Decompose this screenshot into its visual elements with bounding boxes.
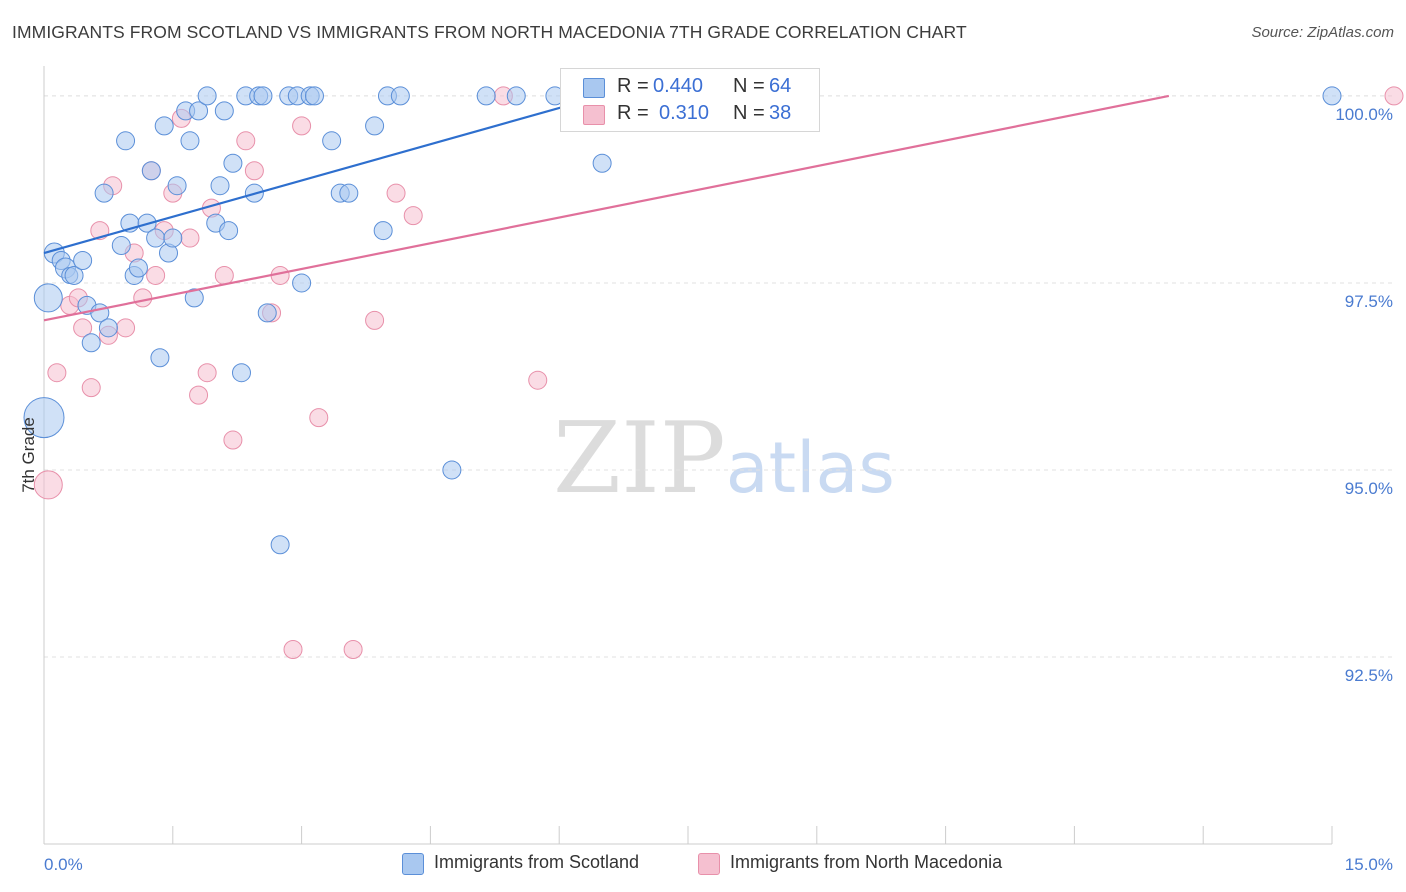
point-scotland xyxy=(189,101,209,121)
point-north-macedonia xyxy=(365,310,385,330)
legend-n-value-north-macedonia: 38 xyxy=(769,102,792,124)
point-scotland xyxy=(167,176,187,196)
point-north-macedonia xyxy=(81,378,101,398)
point-scotland xyxy=(180,131,200,151)
point-scotland xyxy=(219,221,239,241)
point-scotland xyxy=(94,183,114,203)
chart-title: IMMIGRANTS FROM SCOTLAND VS IMMIGRANTS F… xyxy=(12,22,967,42)
point-scotland xyxy=(197,86,217,106)
point-north-macedonia xyxy=(292,116,312,136)
point-scotland xyxy=(23,397,65,439)
point-scotland xyxy=(214,101,234,121)
point-scotland xyxy=(163,228,183,248)
point-scotland xyxy=(128,258,148,278)
point-north-macedonia xyxy=(197,363,217,383)
point-scotland xyxy=(476,86,496,106)
legend-r-value-scotland: 0.440 xyxy=(653,75,704,97)
point-north-macedonia xyxy=(403,206,423,226)
trend-lines xyxy=(43,94,1170,322)
point-scotland xyxy=(116,131,136,151)
point-scotland xyxy=(270,535,290,555)
point-north-macedonia xyxy=(236,131,256,151)
point-scotland xyxy=(210,176,230,196)
point-north-macedonia xyxy=(283,640,303,659)
point-scotland xyxy=(223,153,243,173)
watermark: ZIPatlas xyxy=(553,402,895,516)
point-scotland xyxy=(1322,86,1342,106)
point-scotland xyxy=(64,265,84,285)
point-north-macedonia xyxy=(343,640,363,659)
point-scotland xyxy=(592,153,612,173)
legend-n-label: N = xyxy=(733,102,765,124)
point-scotland xyxy=(98,318,118,338)
point-north-macedonia xyxy=(73,318,93,338)
point-north-macedonia xyxy=(133,288,153,308)
point-north-macedonia xyxy=(528,370,548,390)
point-scotland xyxy=(442,460,462,480)
y-tick-label: 100.0% xyxy=(1335,105,1393,124)
watermark-atlas: atlas xyxy=(725,427,895,509)
axes xyxy=(43,66,1333,845)
trend-line-scotland xyxy=(43,94,603,255)
point-north-macedonia xyxy=(146,265,166,285)
legend-r-label: R = xyxy=(617,75,649,97)
bottom-legend-label-scotland: Immigrants from Scotland xyxy=(434,852,640,872)
point-scotland xyxy=(73,251,93,270)
y-tick-label: 97.5% xyxy=(1345,292,1393,311)
legend-swatch-north-macedonia xyxy=(583,105,605,125)
point-north-macedonia xyxy=(189,385,209,405)
point-north-macedonia xyxy=(309,408,329,428)
point-scotland xyxy=(141,161,161,181)
bottom-legend-label-north-macedonia: Immigrants from North Macedonia xyxy=(730,852,1003,872)
bottom-swatch-scotland xyxy=(402,853,424,875)
point-scotland xyxy=(390,86,410,106)
point-north-macedonia xyxy=(47,363,67,383)
y-tick-label: 92.5% xyxy=(1345,666,1393,685)
point-scotland xyxy=(231,363,251,383)
point-scotland xyxy=(146,228,166,248)
point-north-macedonia xyxy=(1384,86,1404,106)
point-north-macedonia xyxy=(180,228,200,248)
point-north-macedonia xyxy=(214,265,234,285)
point-scotland xyxy=(81,333,101,353)
point-scotland xyxy=(253,86,273,106)
x-tick-label-max: 15.0% xyxy=(1345,855,1393,874)
bottom-swatch-north-macedonia xyxy=(698,853,720,875)
legend-swatch-scotland xyxy=(583,78,605,98)
point-scotland xyxy=(322,131,342,151)
point-scotland xyxy=(365,116,385,136)
point-scotland xyxy=(111,236,131,256)
axis-labels: 92.5% 95.0% 97.5% 100.0% 0.0% 15.0% 7th Grade xyxy=(19,105,1393,874)
point-scotland xyxy=(292,273,312,293)
point-scotland xyxy=(33,283,63,313)
point-north-macedonia xyxy=(33,470,63,500)
series-scotland-points xyxy=(23,86,1342,555)
point-scotland xyxy=(150,348,170,368)
point-scotland xyxy=(506,86,526,106)
legend-n-label: N = xyxy=(733,75,765,97)
point-scotland xyxy=(373,221,393,241)
legend-r-label: R = xyxy=(617,102,649,124)
y-tick-label: 95.0% xyxy=(1345,479,1393,498)
point-scotland xyxy=(184,288,204,308)
legend-r-value-north-macedonia: 0.310 xyxy=(659,102,710,124)
point-scotland xyxy=(304,86,324,106)
watermark-zip: ZIP xyxy=(553,402,726,516)
legend-n-value-scotland: 64 xyxy=(769,75,792,97)
point-scotland xyxy=(154,116,174,136)
chart-source: Source: ZipAtlas.com xyxy=(1251,24,1394,41)
point-north-macedonia xyxy=(386,183,406,203)
point-north-macedonia xyxy=(223,430,243,450)
y-axis-label: 7th Grade xyxy=(19,417,38,493)
point-scotland xyxy=(257,303,277,323)
point-north-macedonia xyxy=(244,161,264,181)
x-tick-label-min: 0.0% xyxy=(44,855,83,874)
point-scotland xyxy=(339,183,359,203)
legend-box: R = 0.440 N = 64 R = 0.310 N = 38 xyxy=(560,68,820,132)
trend-line-north-macedonia xyxy=(43,94,1170,322)
point-north-macedonia xyxy=(116,318,136,338)
